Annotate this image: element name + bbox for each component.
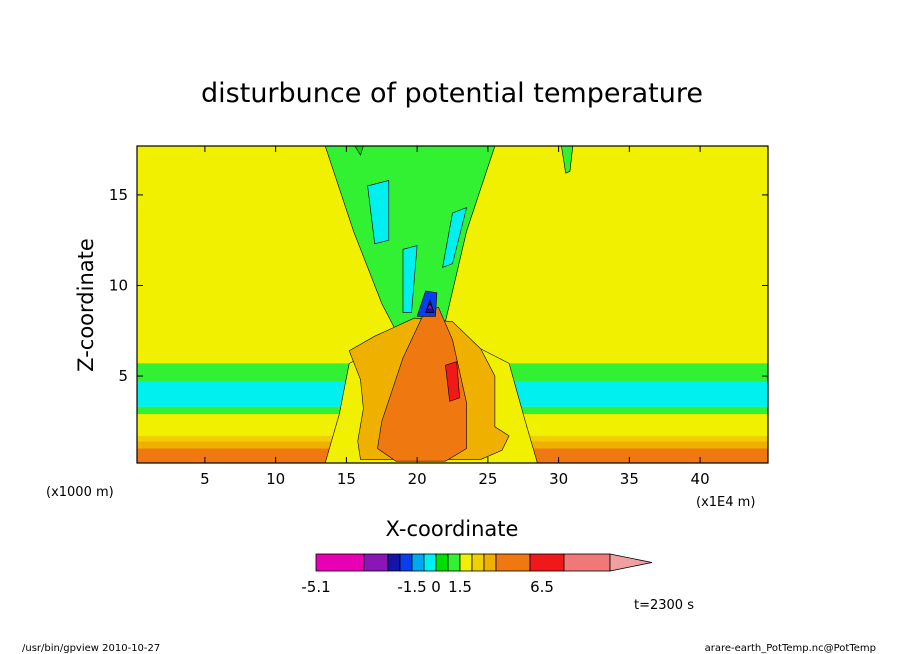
colorbar-label: -1.5	[397, 578, 426, 596]
colorbar	[315, 553, 653, 572]
plume-cyan-3	[402, 245, 418, 313]
y-tick-label: 5	[118, 367, 128, 385]
colorbar-box-12	[529, 553, 565, 572]
colorbar-box-3	[399, 553, 413, 572]
plume-cyan-2	[442, 207, 468, 268]
x-tick-label: 25	[478, 470, 497, 488]
x-ticks: 5 10 15 20 25 30 35 40	[200, 146, 710, 488]
colorbar-box-6	[435, 553, 449, 572]
colorbar-labels: -5.1 -1.5 0 1.5 6.5	[301, 578, 554, 596]
y-tick-label: 10	[109, 276, 128, 294]
colorbar-box-11	[495, 553, 531, 572]
colorbar-box-5	[423, 553, 437, 572]
x-units-label: (x1E4 m)	[696, 495, 755, 510]
x-tick-label: 20	[408, 470, 427, 488]
y-ticks: 5 10 15	[109, 186, 768, 385]
colorbar-arrow	[609, 553, 653, 572]
x-tick-label: 40	[691, 470, 710, 488]
plume-green-spot-1	[354, 146, 364, 156]
colorbar-box-8	[459, 553, 473, 572]
x-tick-label: 30	[549, 470, 568, 488]
x-axis-label: X-coordinate	[386, 517, 519, 541]
chart-title: disturbunce of potential temperature	[201, 78, 703, 109]
plume-orange-core	[377, 306, 467, 462]
plume-red-streak	[445, 361, 460, 402]
plot-frame	[136, 145, 769, 464]
footer-left: /usr/bin/gpview 2010-10-27	[22, 643, 160, 654]
colorbar-label: -5.1	[301, 578, 330, 596]
plume-purple-top	[426, 302, 434, 310]
colorbar-box-13	[563, 553, 611, 572]
colorbar-box-7	[447, 553, 461, 572]
colorbar-box-1	[363, 553, 389, 572]
y-units-label: (x1000 m)	[46, 485, 114, 500]
y-tick-label: 15	[109, 186, 128, 204]
plume-contours	[324, 146, 574, 463]
colorbar-box-4	[411, 553, 425, 572]
x-tick-label: 5	[200, 470, 210, 488]
colorbar-box-0	[315, 553, 365, 572]
time-label: t=2300 s	[634, 598, 694, 613]
footer-right: arare-earth_PotTemp.nc@PotTemp	[705, 643, 876, 654]
plume-cyan-1	[367, 180, 390, 245]
colorbar-box-2	[387, 553, 401, 572]
y-axis-label: Z-coordinate	[74, 238, 98, 372]
x-tick-label: 35	[620, 470, 639, 488]
plume-green-spot-2	[561, 146, 574, 174]
colorbar-box-9	[471, 553, 485, 572]
colorbar-label: 1.5	[448, 578, 472, 596]
colorbar-label: 6.5	[530, 578, 554, 596]
x-tick-label: 10	[266, 470, 285, 488]
x-tick-label: 15	[337, 470, 356, 488]
colorbar-label: 0	[431, 578, 441, 596]
colorbar-box-10	[483, 553, 497, 572]
plot-area	[137, 146, 768, 463]
